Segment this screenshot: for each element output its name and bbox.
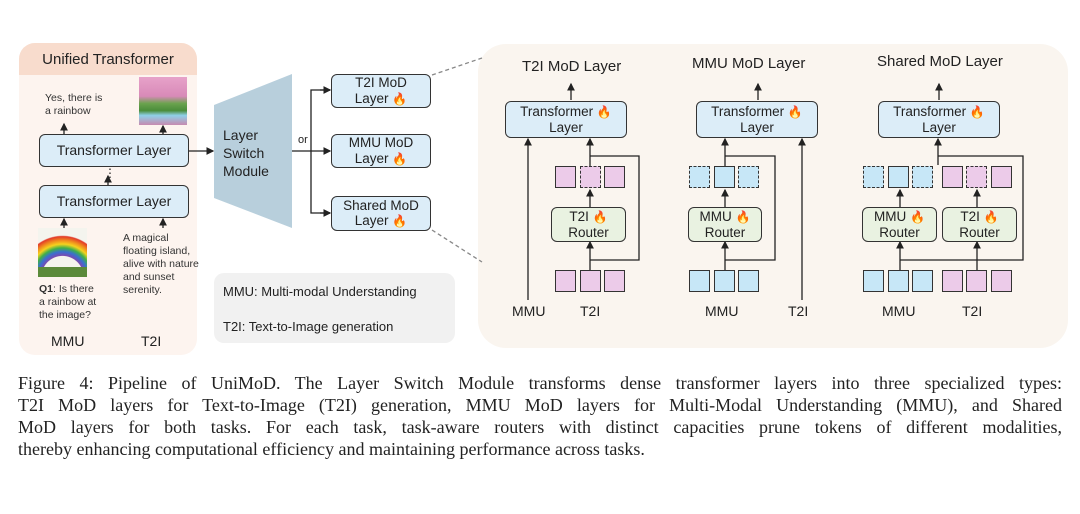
shared-mod-layer-option: Shared MoD Layer 🔥 xyxy=(331,196,431,231)
mmu-transformer-layer: Transformer 🔥 Layer xyxy=(696,101,818,138)
input-label-t2i: T2I xyxy=(788,303,809,319)
t2i-mod-layer-option: T2I MoD Layer 🔥 xyxy=(331,74,431,108)
fire-icon: 🔥 xyxy=(735,209,751,224)
mmu-input-token xyxy=(738,270,759,292)
shared-mod-title: Shared MoD Layer xyxy=(877,53,1003,70)
output-text: Yes, there is a rainbow xyxy=(45,92,103,117)
fire-icon: 🔥 xyxy=(592,209,608,224)
transformer-layer-bottom: Transformer Layer xyxy=(39,185,189,218)
legend-mmu: MMU: Multi-modal Understanding xyxy=(223,284,417,299)
fire-icon: 🔥 xyxy=(983,209,999,224)
t2i-input-token xyxy=(580,270,601,292)
t2i-token-pruned xyxy=(966,166,987,188)
legend-t2i: T2I: Text-to-Image generation xyxy=(223,319,394,334)
mmu-mod-title: MMU MoD Layer xyxy=(692,55,806,72)
mmu-token-pruned xyxy=(863,166,884,188)
prompt-text: A magical floating island, alive with na… xyxy=(123,232,199,296)
fire-icon: 🔥 xyxy=(787,104,803,119)
mmu-input-token xyxy=(689,270,710,292)
t2i-input-token xyxy=(604,270,625,292)
mmu-input-token xyxy=(888,270,909,292)
shared-t2i-router: T2I 🔥 Router xyxy=(942,207,1017,242)
detail-panel xyxy=(478,44,1068,348)
t2i-mod-title: T2I MoD Layer xyxy=(522,58,622,75)
t2i-token-pruned xyxy=(580,166,601,188)
caption-line: thereby enhancing computational efficien… xyxy=(18,439,645,459)
mmu-mod-layer-option: MMU MoD Layer 🔥 xyxy=(331,134,431,168)
question-text: Q1: Is there a rainbow at the image? xyxy=(39,283,97,321)
fire-icon: 🔥 xyxy=(392,214,408,229)
shared-mmu-router: MMU 🔥 Router xyxy=(862,207,937,242)
mmu-token-pruned xyxy=(738,166,759,188)
t2i-token-kept xyxy=(604,166,625,188)
t2i-token-kept xyxy=(991,166,1012,188)
fire-icon: 🔥 xyxy=(910,209,925,224)
fire-icon: 🔥 xyxy=(392,91,408,106)
caption-line: Figure 4: Pipeline of UniMoD. The Layer … xyxy=(18,373,1062,393)
or-label: or xyxy=(298,134,308,146)
caption-line: T2I MoD layers for Text-to-Image (T2I) g… xyxy=(18,395,1062,415)
input-label-t2i: T2I xyxy=(580,303,601,319)
t2i-input-token xyxy=(966,270,987,292)
t2i-token-kept xyxy=(942,166,963,188)
input-label-t2i: T2I xyxy=(962,303,983,319)
panel-header: Unified Transformer xyxy=(19,43,197,75)
fire-icon: 🔥 xyxy=(392,151,408,166)
mmu-token-pruned xyxy=(912,166,933,188)
mmu-input-token xyxy=(912,270,933,292)
mmu-token-pruned xyxy=(689,166,710,188)
caption-line: MoD layers for both tasks. For each task… xyxy=(18,417,1062,437)
fire-icon: 🔥 xyxy=(969,104,985,119)
t2i-input-token xyxy=(942,270,963,292)
t2i-input-token xyxy=(991,270,1012,292)
mmu-input-token xyxy=(714,270,735,292)
fire-icon: 🔥 xyxy=(596,104,612,119)
generated-island-image xyxy=(139,77,187,125)
layer-switch-trapezoid xyxy=(214,74,292,228)
input-label-mmu: MMU xyxy=(512,303,546,319)
input-label-t2i: T2I xyxy=(141,333,162,349)
transformer-layer-top: Transformer Layer xyxy=(39,134,189,167)
t2i-input-token xyxy=(555,270,576,292)
input-label-mmu: MMU xyxy=(705,303,739,319)
mmu-input-token xyxy=(863,270,884,292)
layer-switch-label: Layer Switch Module xyxy=(223,127,269,179)
t2i-transformer-layer: Transformer 🔥 Layer xyxy=(505,101,627,138)
legend-box: MMU: Multi-modal Understanding T2I: Text… xyxy=(214,273,455,343)
input-label-mmu: MMU xyxy=(51,333,85,349)
shared-transformer-layer: Transformer 🔥 Layer xyxy=(878,101,1000,138)
t2i-token-kept xyxy=(555,166,576,188)
input-label-mmu: MMU xyxy=(882,303,916,319)
mmu-router: MMU 🔥 Router xyxy=(688,207,762,242)
rainbow-image xyxy=(38,228,87,277)
mmu-token-kept xyxy=(714,166,735,188)
mmu-token-kept xyxy=(888,166,909,188)
t2i-router: T2I 🔥 Router xyxy=(551,207,626,242)
